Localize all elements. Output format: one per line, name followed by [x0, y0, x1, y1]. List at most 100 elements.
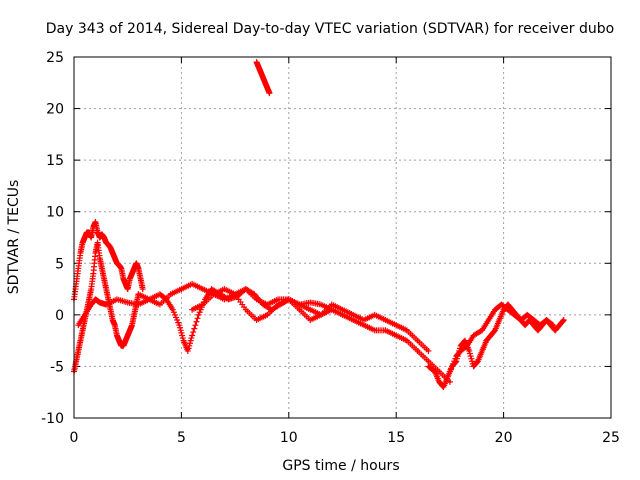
data-point	[352, 313, 355, 317]
data-point	[506, 303, 510, 306]
data-point	[158, 293, 162, 296]
data-point	[427, 360, 430, 363]
data-point	[100, 233, 104, 236]
data-point	[102, 236, 106, 239]
data-point	[122, 344, 125, 347]
data-point	[137, 293, 140, 296]
data-point	[506, 308, 510, 311]
data-point	[77, 323, 80, 327]
data-point	[128, 329, 132, 332]
data-point	[465, 344, 469, 347]
data-point	[493, 329, 497, 332]
data-point	[94, 298, 97, 301]
data-point	[96, 231, 99, 234]
data-point	[89, 303, 93, 306]
x-tick-label: 20	[495, 430, 513, 446]
y-tick-label: 10	[46, 205, 64, 221]
series-markers	[71, 219, 146, 303]
data-point	[111, 318, 114, 322]
data-point	[74, 282, 78, 286]
data-point	[117, 339, 121, 342]
y-tick-label: -5	[50, 359, 64, 375]
data-point	[437, 380, 441, 384]
data-point	[485, 339, 488, 342]
data-point	[117, 264, 121, 267]
data-point	[132, 267, 136, 270]
data-point	[126, 287, 129, 291]
data-point	[463, 339, 467, 342]
x-tick-label: 15	[387, 430, 405, 446]
data-point	[538, 323, 542, 327]
data-point	[558, 323, 561, 327]
data-point	[83, 313, 86, 317]
x-tick-label: 0	[70, 430, 79, 446]
y-tick-label: -10	[41, 411, 64, 427]
data-point	[128, 277, 132, 280]
data-point	[130, 323, 134, 327]
data-point	[169, 293, 172, 296]
data-point	[298, 308, 301, 311]
data-point	[341, 308, 344, 311]
data-point	[223, 287, 226, 291]
data-point	[373, 313, 376, 317]
data-point	[498, 318, 501, 322]
data-point	[124, 339, 127, 342]
data-point	[532, 318, 535, 322]
data-point	[212, 293, 215, 296]
data-point	[124, 282, 127, 286]
data-point	[276, 303, 280, 306]
plot-frame	[73, 56, 612, 419]
data-point	[130, 272, 134, 275]
data-point	[83, 236, 86, 239]
data-point	[448, 370, 452, 373]
data-point	[442, 385, 445, 389]
data-point	[120, 344, 123, 347]
data-point	[158, 303, 162, 306]
data-point	[384, 318, 387, 322]
data-point	[98, 301, 101, 304]
data-point	[210, 287, 213, 291]
data-point	[233, 293, 237, 296]
data-point	[74, 360, 78, 363]
data-point	[427, 349, 430, 353]
data-point	[139, 277, 142, 280]
y-tick-label: 20	[46, 102, 64, 118]
data-point	[405, 329, 409, 332]
data-point	[255, 298, 258, 301]
data-point	[259, 71, 263, 74]
data-point	[362, 323, 366, 327]
data-point	[115, 334, 119, 337]
data-layer	[71, 59, 567, 391]
data-point	[309, 308, 312, 311]
data-point	[178, 323, 181, 327]
data-point	[472, 334, 475, 337]
data-point	[79, 251, 82, 255]
data-point	[190, 308, 194, 311]
data-point	[562, 318, 565, 322]
data-point	[480, 329, 484, 332]
data-point	[113, 323, 117, 327]
data-point	[468, 349, 471, 353]
y-tick-label: 5	[55, 256, 64, 272]
data-point	[395, 323, 398, 327]
data-point	[532, 323, 535, 327]
data-point	[405, 339, 409, 342]
data-point	[519, 318, 522, 322]
data-point	[126, 301, 129, 304]
data-point	[141, 287, 144, 291]
data-point	[98, 256, 101, 260]
data-point	[77, 349, 80, 353]
series-satellite-arc-8	[446, 301, 557, 375]
tick-layer: 0 5 10 15 20 25 -10 -5 0 5 10 15 20 25	[41, 50, 620, 446]
data-point	[137, 303, 140, 306]
data-point	[298, 303, 301, 306]
data-point	[352, 318, 355, 322]
chart-title: Day 343 of 2014, Sidereal Day-to-day VTE…	[46, 21, 614, 37]
data-point	[319, 303, 323, 306]
data-point	[94, 251, 97, 255]
data-point	[493, 308, 497, 311]
series-satellite-arc-5	[189, 286, 432, 354]
data-point	[92, 225, 95, 229]
data-point	[96, 241, 99, 244]
data-point	[362, 318, 366, 322]
